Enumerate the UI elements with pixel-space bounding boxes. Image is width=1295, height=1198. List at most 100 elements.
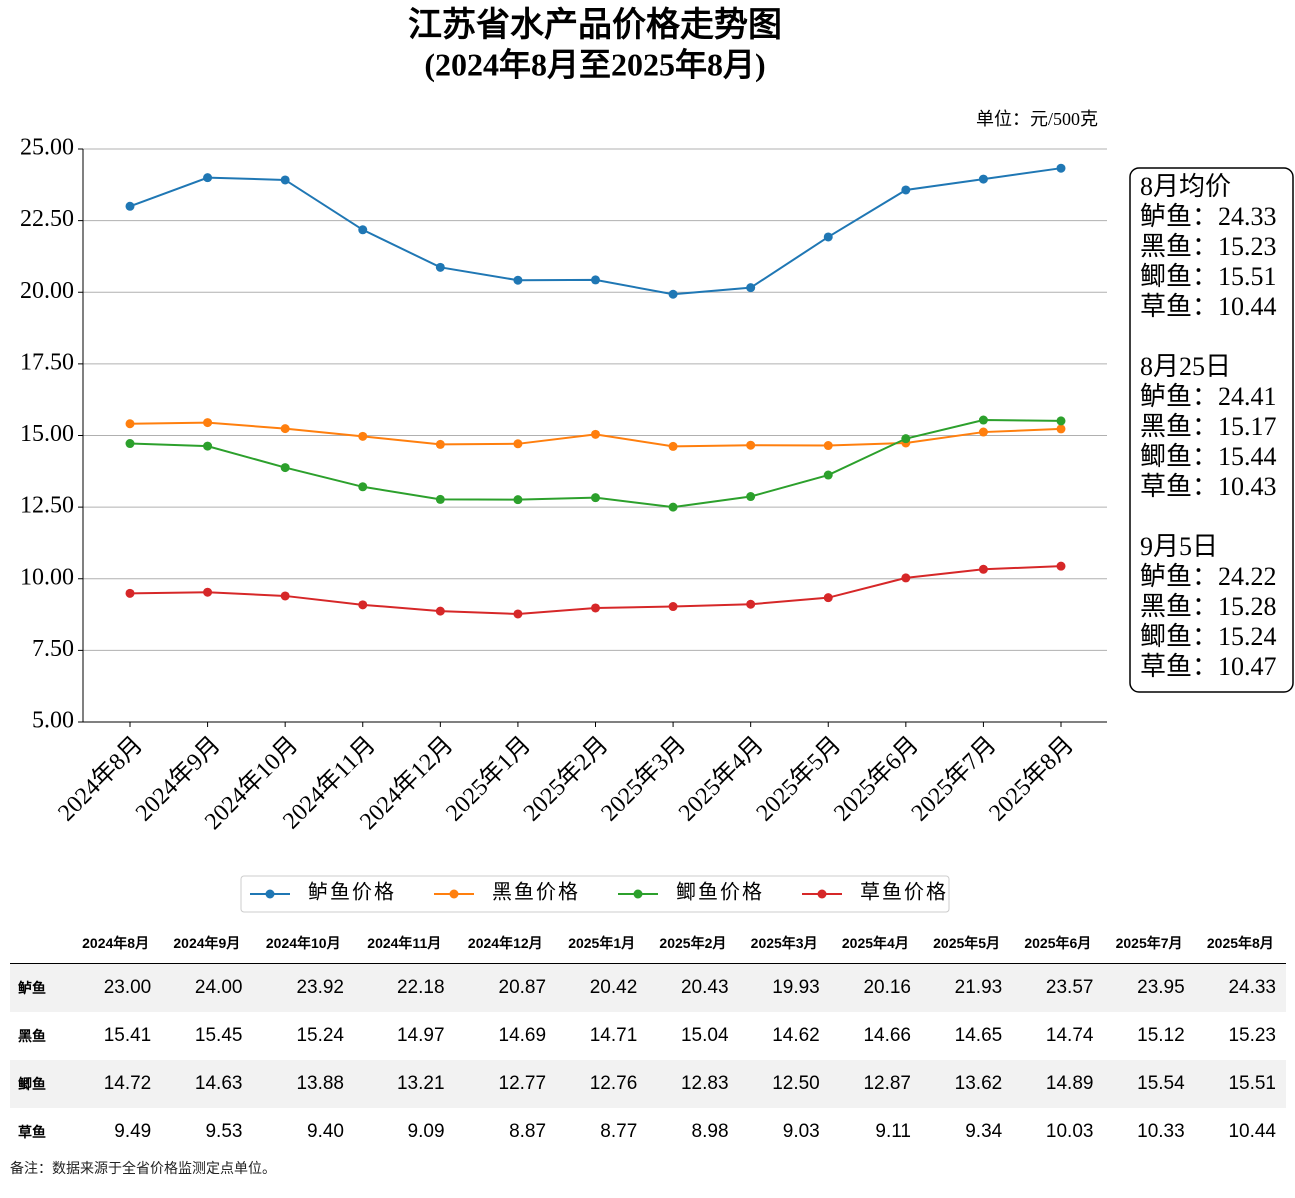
data-point	[746, 440, 756, 450]
data-point	[591, 603, 600, 613]
data-point	[1056, 163, 1066, 173]
annotation-item: 黑鱼：15.28	[1140, 592, 1277, 621]
unit-label: 单位：元/500克	[976, 109, 1098, 129]
data-point	[280, 463, 290, 473]
data-point	[513, 439, 523, 449]
footnote: 备注：数据来源于全省价格监测定点单位。	[10, 1161, 276, 1177]
table-column-header: 2025年6月	[1012, 922, 1104, 964]
legend-marker	[817, 889, 827, 899]
annotation-item: 黑鱼：15.17	[1140, 412, 1277, 441]
data-point	[358, 482, 368, 492]
data-point	[203, 587, 213, 597]
annotation-title: 8月25日	[1140, 352, 1231, 381]
table-cell: 20.87	[454, 963, 557, 1012]
annotation-title: 9月5日	[1140, 532, 1218, 561]
table-column-header: 2025年1月	[556, 922, 648, 964]
legend-box	[240, 875, 950, 913]
table-row-label: 鲈鱼	[10, 963, 70, 1012]
y-tick-label: 7.50	[32, 636, 74, 662]
annotation-item: 鲈鱼：24.41	[1140, 382, 1277, 411]
table-column-header: 2025年4月	[829, 922, 921, 964]
table-cell: 15.12	[1137, 1025, 1185, 1046]
data-point	[668, 502, 678, 512]
annotation-item: 鲫鱼：15.51	[1140, 262, 1277, 291]
data-point	[435, 439, 445, 449]
table-cell: 20.16	[829, 963, 921, 1012]
table-row-label: 黑鱼	[18, 1028, 46, 1044]
y-tick-label: 25.00	[20, 135, 74, 161]
table-row: 草鱼 9.49 9.53 9.40 9.09 8.87 8.77 8.98 9.03 9.11 9.…	[10, 1108, 1286, 1156]
data-point	[901, 573, 911, 583]
table-cell: 14.69	[498, 1025, 547, 1046]
data-point	[280, 591, 290, 601]
data-point	[823, 232, 833, 242]
data-point	[978, 427, 988, 437]
chart-subtitle: (2024年8月至2025年8月)	[424, 46, 765, 82]
data-point	[978, 564, 988, 574]
data-point	[125, 419, 135, 429]
table-cell: 15.54	[1103, 1060, 1195, 1108]
data-point	[746, 492, 756, 502]
data-point	[823, 441, 833, 451]
table-cell: 23.92	[252, 963, 354, 1012]
table-cell: 8.98	[691, 1121, 729, 1142]
data-point	[668, 289, 678, 299]
data-point	[203, 173, 213, 183]
data-point	[125, 588, 135, 598]
y-tick-label: 15.00	[20, 421, 74, 447]
data-point	[358, 600, 368, 610]
table-cell: 12.76	[556, 1060, 648, 1108]
legend-label: 鲫鱼价格	[676, 881, 764, 904]
data-point	[1056, 561, 1066, 571]
table-row-label: 鲫鱼	[10, 1060, 70, 1108]
legend-label: 草鱼价格	[860, 881, 948, 904]
table-row: 鲫鱼 14.72 14.63 13.88 13.21 12.77 12.76 12.83 12.…	[10, 1060, 1286, 1108]
table-cell: 15.23	[1228, 1025, 1276, 1046]
table-column-header: 2024年12月	[454, 922, 557, 964]
y-tick-label: 17.50	[20, 349, 74, 375]
table-column-header: 2024年11月	[354, 922, 455, 964]
table-cell: 8.87	[509, 1121, 547, 1142]
annotation-title: 8月均价	[1140, 172, 1231, 201]
legend-marker	[449, 889, 459, 899]
annotation-box	[1129, 167, 1294, 693]
table-cell: 23.57	[1012, 963, 1104, 1012]
y-tick-label: 22.50	[20, 206, 74, 232]
annotation-item: 黑鱼：15.23	[1140, 232, 1277, 261]
table-cell: 12.83	[647, 1060, 739, 1108]
table-cell: 23.00	[70, 963, 162, 1012]
x-tick-label: 2025年8月	[984, 731, 1079, 826]
annotation-item: 鲫鱼：15.24	[1140, 622, 1277, 651]
table-cell: 14.63	[161, 1060, 253, 1108]
table-cell: 13.88	[252, 1060, 354, 1108]
table-cell: 10.44	[1228, 1121, 1276, 1142]
table-row: 鲈鱼 23.00 24.00 23.92 22.18 20.87 20.42 20.43 19.…	[10, 963, 1286, 1012]
annotation-item: 草鱼：10.43	[1140, 472, 1277, 501]
table-cell: 9.11	[875, 1121, 911, 1142]
chart-title: 江苏省水产品价格走势图	[408, 6, 782, 44]
data-point	[435, 262, 445, 272]
data-point	[1056, 424, 1066, 434]
table-cell: 21.93	[920, 963, 1013, 1012]
data-point	[513, 609, 523, 619]
table-cell: 15.45	[194, 1025, 243, 1046]
data-point	[668, 441, 678, 451]
table-column-header: 2025年7月	[1103, 922, 1195, 964]
table-column-header: 2025年3月	[738, 922, 830, 964]
table-cell: 12.87	[829, 1060, 921, 1108]
table-cell: 24.33	[1194, 963, 1286, 1012]
table-cell: 15.24	[296, 1025, 344, 1046]
data-table: 2024年8月 2024年9月 2024年10月 2024年11月 2024年12月 20…	[10, 922, 1286, 1156]
table-cell: 13.21	[354, 1060, 455, 1108]
data-point	[513, 495, 523, 505]
series-line	[129, 167, 1062, 296]
data-point	[125, 439, 135, 449]
table-cell: 19.93	[738, 963, 830, 1012]
data-point	[978, 174, 988, 184]
table-cell: 12.50	[738, 1060, 830, 1108]
legend-marker	[633, 889, 643, 899]
data-point	[591, 493, 600, 503]
table-cell: 9.53	[205, 1121, 243, 1142]
annotation-item: 鲈鱼：24.22	[1140, 562, 1277, 591]
